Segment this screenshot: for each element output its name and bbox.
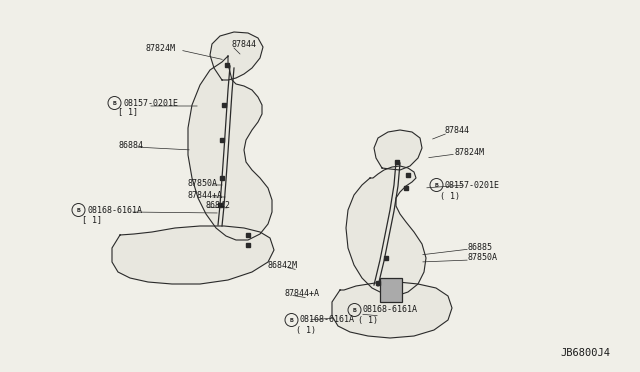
Text: 08168-6161A: 08168-6161A	[87, 205, 142, 215]
Text: B: B	[290, 317, 293, 323]
Text: 08157-0201E: 08157-0201E	[445, 180, 500, 189]
Text: 86842M: 86842M	[268, 260, 298, 269]
Polygon shape	[188, 56, 272, 240]
Polygon shape	[112, 226, 274, 284]
Text: 87850A: 87850A	[468, 253, 498, 263]
Text: 87844+A: 87844+A	[188, 190, 223, 199]
Polygon shape	[374, 130, 422, 170]
Text: 87844: 87844	[445, 125, 470, 135]
Text: 87844+A: 87844+A	[285, 289, 320, 298]
Text: [ 1]: [ 1]	[118, 108, 138, 116]
Text: 87824M: 87824M	[455, 148, 485, 157]
Text: [ 1]: [ 1]	[82, 215, 102, 224]
Text: 86884: 86884	[118, 141, 143, 150]
Text: JB6800J4: JB6800J4	[560, 348, 610, 358]
Text: ( 1): ( 1)	[358, 317, 378, 326]
Text: B: B	[353, 308, 356, 312]
Text: 87844: 87844	[232, 39, 257, 48]
Text: 08168-6161A: 08168-6161A	[300, 315, 355, 324]
Text: 08157-0201E: 08157-0201E	[123, 99, 178, 108]
Text: 87824M: 87824M	[145, 44, 175, 52]
Text: 86885: 86885	[468, 243, 493, 251]
Polygon shape	[210, 32, 263, 80]
Text: ( 1): ( 1)	[296, 326, 316, 334]
Text: 08168-6161A: 08168-6161A	[363, 305, 418, 314]
Text: B: B	[435, 183, 438, 187]
Polygon shape	[332, 282, 452, 338]
Text: 87850A: 87850A	[188, 179, 218, 187]
Text: B: B	[77, 208, 81, 212]
Polygon shape	[346, 166, 426, 296]
Text: 86842: 86842	[205, 201, 230, 209]
Text: ( 1): ( 1)	[440, 192, 460, 201]
Bar	[380, 278, 402, 302]
Text: B: B	[113, 100, 116, 106]
